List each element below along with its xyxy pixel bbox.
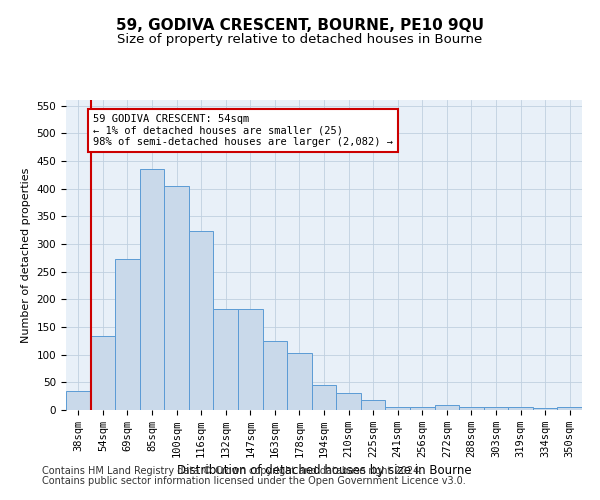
Text: Contains public sector information licensed under the Open Government Licence v3: Contains public sector information licen… xyxy=(42,476,466,486)
Text: Contains HM Land Registry data © Crown copyright and database right 2024.: Contains HM Land Registry data © Crown c… xyxy=(42,466,422,476)
Text: Size of property relative to detached houses in Bourne: Size of property relative to detached ho… xyxy=(118,32,482,46)
X-axis label: Distribution of detached houses by size in Bourne: Distribution of detached houses by size … xyxy=(176,464,472,477)
Bar xyxy=(385,406,410,410)
Bar xyxy=(557,407,582,410)
Bar xyxy=(140,169,164,410)
Bar xyxy=(115,260,140,410)
Bar xyxy=(66,390,91,410)
Bar xyxy=(533,408,557,410)
Bar xyxy=(336,394,361,410)
Bar xyxy=(214,308,238,410)
Bar xyxy=(361,400,385,410)
Bar xyxy=(484,407,508,410)
Bar xyxy=(508,407,533,410)
Bar xyxy=(164,186,189,410)
Y-axis label: Number of detached properties: Number of detached properties xyxy=(21,168,31,342)
Bar xyxy=(459,407,484,410)
Bar xyxy=(263,341,287,410)
Bar xyxy=(91,336,115,410)
Bar xyxy=(410,406,434,410)
Text: 59 GODIVA CRESCENT: 54sqm
← 1% of detached houses are smaller (25)
98% of semi-d: 59 GODIVA CRESCENT: 54sqm ← 1% of detach… xyxy=(93,114,393,147)
Bar xyxy=(238,308,263,410)
Bar xyxy=(287,353,312,410)
Bar xyxy=(312,385,336,410)
Bar xyxy=(434,405,459,410)
Text: 59, GODIVA CRESCENT, BOURNE, PE10 9QU: 59, GODIVA CRESCENT, BOURNE, PE10 9QU xyxy=(116,18,484,32)
Bar xyxy=(189,231,214,410)
